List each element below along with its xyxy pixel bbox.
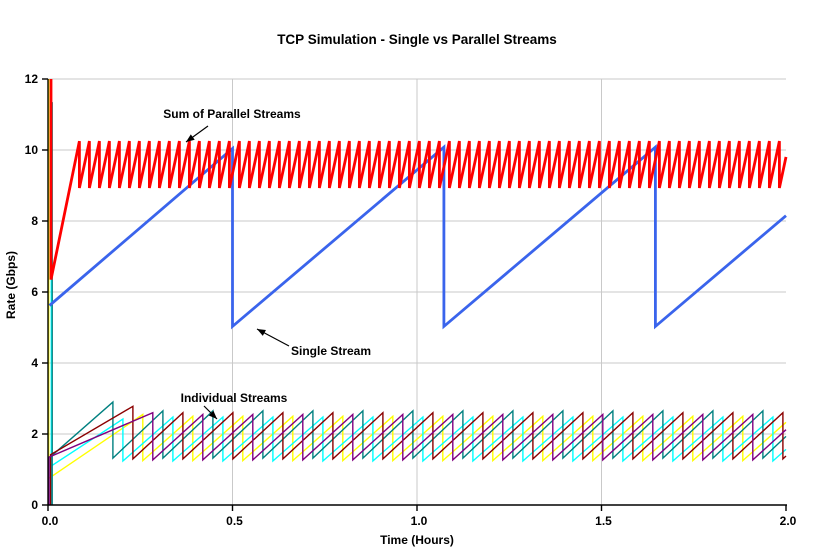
x-tick-label: 0.0: [42, 514, 59, 528]
series-individual-stream-4-dark-red: [49, 405, 787, 505]
y-tick-label: 6: [31, 285, 38, 299]
annotation-arrowhead: [208, 410, 217, 419]
x-axis-title: Time (Hours): [380, 533, 454, 547]
y-tick-label: 12: [25, 72, 39, 86]
x-tick-label: 1.0: [411, 514, 428, 528]
annotations: Sum of Parallel Streams Single Stream Indi…: [163, 107, 371, 420]
x-tick-label: 1.5: [595, 514, 612, 528]
annotation-arrowhead: [186, 134, 195, 142]
y-axis-title: Rate (Gbps): [4, 251, 18, 319]
y-tick-label: 0: [31, 498, 38, 512]
chart-title: TCP Simulation - Single vs Parallel Stre…: [277, 32, 557, 47]
annotation-individual-streams: Individual Streams: [181, 391, 288, 405]
annotation-arrowhead: [257, 329, 266, 336]
annotation-single-stream: Single Stream: [291, 344, 371, 358]
y-tick-label: 4: [31, 356, 38, 370]
y-tick-label: 8: [31, 214, 38, 228]
data-series: [48, 79, 788, 505]
y-tick-label: 2: [31, 427, 38, 441]
series-sum-of-parallel-streams: [49, 79, 788, 280]
x-tick-label: 0.5: [226, 514, 243, 528]
series-individual-stream-5-purple: [48, 411, 787, 505]
axis-ticks-and-labels: 0 2 4 6 8 10 12 0.0 0.5 1.0 1.5 2.0: [25, 72, 797, 528]
annotation-sum-of-parallel-streams: Sum of Parallel Streams: [163, 107, 301, 121]
series-individual-stream-1-yellow: [48, 79, 787, 505]
y-tick-label: 10: [25, 143, 39, 157]
x-tick-label: 2.0: [780, 514, 797, 528]
series-individual-stream-2-cyan: [50, 107, 787, 505]
